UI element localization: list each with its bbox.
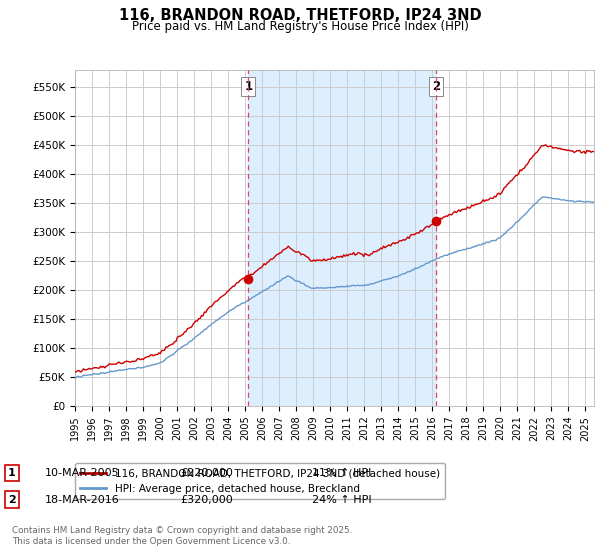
Bar xyxy=(248,70,436,406)
Text: 1: 1 xyxy=(244,80,253,93)
Text: 116, BRANDON ROAD, THETFORD, IP24 3ND: 116, BRANDON ROAD, THETFORD, IP24 3ND xyxy=(119,8,481,24)
Text: 2: 2 xyxy=(432,80,440,93)
Text: 11% ↑ HPI: 11% ↑ HPI xyxy=(312,468,371,478)
Text: 24% ↑ HPI: 24% ↑ HPI xyxy=(312,494,371,505)
Text: Contains HM Land Registry data © Crown copyright and database right 2025.
This d: Contains HM Land Registry data © Crown c… xyxy=(12,526,352,546)
Text: 2: 2 xyxy=(8,494,16,505)
Text: 18-MAR-2016: 18-MAR-2016 xyxy=(45,494,120,505)
Legend: 116, BRANDON ROAD, THETFORD, IP24 3ND (detached house), HPI: Average price, deta: 116, BRANDON ROAD, THETFORD, IP24 3ND (d… xyxy=(75,463,445,499)
Text: Price paid vs. HM Land Registry's House Price Index (HPI): Price paid vs. HM Land Registry's House … xyxy=(131,20,469,32)
Text: £220,000: £220,000 xyxy=(180,468,233,478)
Text: 10-MAR-2005: 10-MAR-2005 xyxy=(45,468,119,478)
Text: £320,000: £320,000 xyxy=(180,494,233,505)
Text: 1: 1 xyxy=(8,468,16,478)
